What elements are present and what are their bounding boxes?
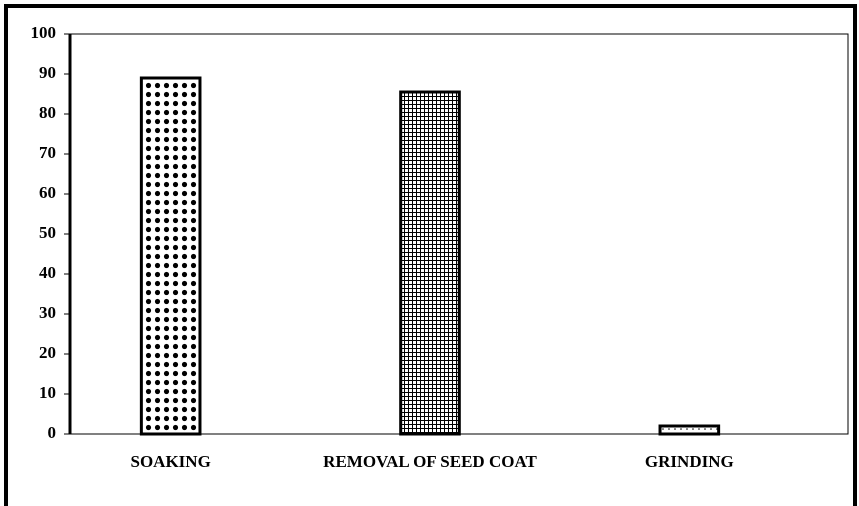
x-tick-label: SOAKING [130,452,211,471]
y-tick-label: 30 [39,303,56,322]
y-tick-label: 60 [39,183,56,202]
x-tick-label: REMOVAL OF SEED COAT [323,452,537,471]
bar [658,424,721,436]
bar [399,90,461,436]
frame [4,4,857,506]
y-tick-label: 80 [39,103,56,122]
y-tick-label: 40 [39,263,56,282]
y-tick-label: 90 [39,63,56,82]
y-tick-label: 0 [48,423,57,442]
y-tick-label: 100 [31,23,57,42]
x-tick-label: GRINDING [644,452,734,471]
y-tick-label: 70 [39,143,56,162]
y-tick-label: 20 [39,343,56,362]
y-tick-label: 50 [39,223,56,242]
y-tick-label: 10 [39,383,56,402]
bar [139,76,202,436]
